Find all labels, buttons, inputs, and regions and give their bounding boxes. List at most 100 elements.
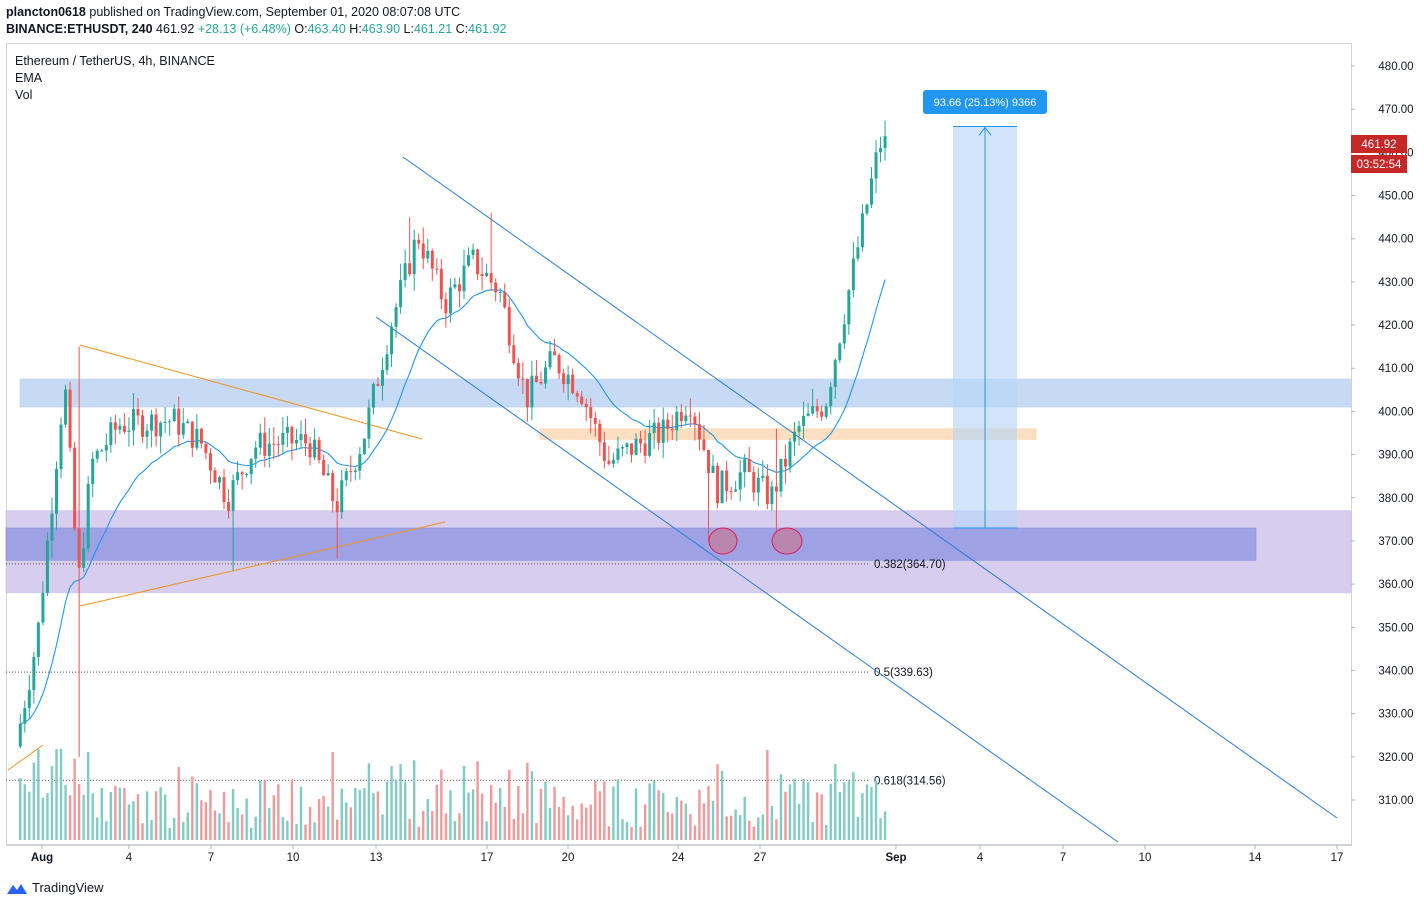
candle-body xyxy=(145,430,149,437)
candle-body xyxy=(199,428,203,444)
volume-bar xyxy=(820,794,823,840)
candle-body xyxy=(36,622,40,658)
volume-bar xyxy=(32,762,36,840)
publisher-name[interactable]: plancton0618 xyxy=(6,5,86,19)
volume-bar xyxy=(19,778,22,840)
candle-body xyxy=(267,443,271,456)
candle-body xyxy=(598,423,602,443)
candle-body xyxy=(109,422,113,446)
open-value: 463.40 xyxy=(307,22,346,36)
volume-bar xyxy=(322,795,325,840)
candle-body xyxy=(874,152,878,179)
candle-body xyxy=(616,448,620,460)
candle-body xyxy=(308,443,312,458)
candle-body xyxy=(643,443,647,456)
volume-bar xyxy=(562,796,565,840)
countdown-tag-text: 03:52:54 xyxy=(1357,159,1402,171)
candle-body xyxy=(462,265,466,292)
volume-bar xyxy=(336,819,339,840)
x-tick-label: 4 xyxy=(977,852,984,864)
volume-bar xyxy=(263,780,266,840)
triangle-small-line xyxy=(7,744,44,771)
volume-bar xyxy=(630,827,633,840)
candle-body xyxy=(41,592,45,623)
candle-body xyxy=(657,422,661,443)
candle-body xyxy=(507,307,511,346)
candle-body xyxy=(168,421,172,423)
candle-body xyxy=(249,458,253,475)
volume-bar xyxy=(259,780,262,840)
candle-body xyxy=(589,407,593,418)
volume-bar xyxy=(349,807,352,840)
y-tick-label: 320.00 xyxy=(1378,752,1413,764)
candle-body xyxy=(290,426,294,444)
triangle-lower-line xyxy=(79,521,446,607)
volume-bar xyxy=(55,749,58,840)
volume-bar xyxy=(852,771,855,840)
volume-bar xyxy=(231,789,235,840)
candle-body xyxy=(163,422,167,424)
price-axis[interactable] xyxy=(1351,43,1417,845)
candle-body xyxy=(851,258,855,291)
publish-info: plancton0618 published on TradingView.co… xyxy=(6,5,460,19)
fib-label: 0.618(314.56) xyxy=(874,775,946,787)
candle-body xyxy=(575,393,579,397)
candle-body xyxy=(172,408,176,422)
candle-body xyxy=(181,423,185,435)
candle-body xyxy=(734,489,738,492)
volume-bar xyxy=(222,791,226,840)
candle-body xyxy=(177,408,181,435)
volume-bar xyxy=(806,782,810,840)
volume-bar xyxy=(326,806,330,840)
volume-bar xyxy=(675,797,678,840)
volume-bar xyxy=(503,807,506,840)
candle-body xyxy=(869,178,873,205)
candle-body xyxy=(50,513,54,541)
candle-body xyxy=(322,460,326,476)
candle-body xyxy=(136,409,140,416)
volume-bar xyxy=(612,786,615,840)
x-tick-label: 4 xyxy=(126,852,133,864)
volume-bar xyxy=(829,783,832,840)
candle-body xyxy=(675,411,679,431)
candle-body xyxy=(399,280,403,308)
volume-bar xyxy=(118,787,122,840)
volume-bar xyxy=(838,791,841,840)
legend-vol[interactable]: Vol xyxy=(15,88,33,102)
volume-bar xyxy=(23,784,26,840)
volume-bar xyxy=(521,813,525,840)
volume-bar xyxy=(37,749,40,840)
candle-body xyxy=(838,343,842,361)
chart-pane[interactable] xyxy=(6,43,1352,845)
candle-body xyxy=(195,428,199,448)
volume-bar xyxy=(544,781,547,840)
candle-body xyxy=(611,459,615,464)
candle-body xyxy=(797,425,801,432)
volume-bar xyxy=(331,751,334,840)
candle-body xyxy=(679,411,683,422)
volume-bar xyxy=(883,811,887,840)
volume-bar xyxy=(290,779,294,840)
volume-bar xyxy=(86,752,90,840)
volume-bar xyxy=(539,789,543,840)
volume-bar xyxy=(50,766,54,840)
volume-bar xyxy=(204,802,208,840)
candle-body xyxy=(765,475,769,505)
volume-bar xyxy=(729,815,733,840)
candle-body xyxy=(245,474,249,476)
volume-bar xyxy=(517,786,520,840)
candle-body xyxy=(380,370,384,386)
volume-bar xyxy=(435,784,439,840)
legend-ema[interactable]: EMA xyxy=(15,71,43,85)
candle-body xyxy=(86,483,90,549)
volume-bar xyxy=(693,825,697,840)
y-tick-label: 370.00 xyxy=(1378,536,1413,548)
volume-bar xyxy=(589,804,592,840)
fib-label: 0.5(339.63) xyxy=(874,667,933,679)
time-axis[interactable] xyxy=(6,845,1352,869)
candle-body xyxy=(417,239,421,244)
candle-body xyxy=(711,465,715,473)
candle-body xyxy=(453,284,457,288)
candle-body xyxy=(725,470,729,492)
